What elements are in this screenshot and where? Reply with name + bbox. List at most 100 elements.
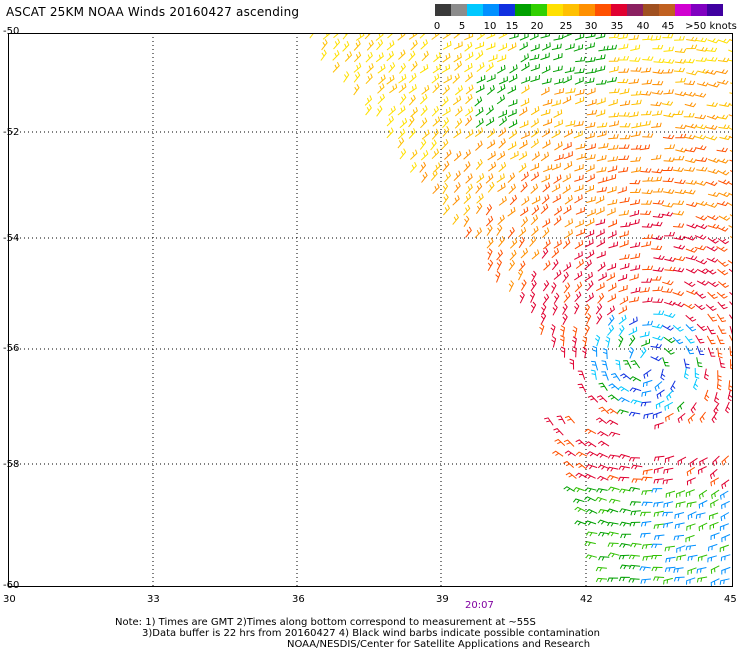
wind-barb [676, 545, 686, 553]
wind-barb [617, 78, 629, 84]
wind-barb [509, 194, 518, 206]
wind-barb [650, 35, 662, 41]
x-tick-label: 39 [436, 594, 449, 605]
wind-barb [619, 254, 630, 260]
wind-barb [673, 534, 685, 541]
wind-barb [353, 40, 361, 51]
legend-swatch [627, 4, 643, 16]
wind-barb [587, 395, 599, 403]
wind-barb [619, 296, 629, 305]
wind-barb [719, 135, 731, 141]
wind-barb [398, 83, 407, 93]
wind-barb [651, 543, 663, 549]
wind-barb [398, 49, 406, 60]
wind-barb [507, 206, 516, 217]
wind-barb [573, 487, 585, 493]
wind-barb [475, 106, 484, 117]
wind-barb [728, 114, 733, 117]
legend-swatch [579, 4, 595, 16]
wind-barb [507, 42, 517, 52]
wind-barb [662, 325, 674, 331]
wind-barb [652, 69, 664, 74]
wind-barb [463, 215, 470, 227]
wind-barb [710, 565, 720, 574]
wind-barb [705, 124, 718, 130]
wind-barb [652, 298, 664, 303]
wind-barb [640, 110, 652, 116]
legend-tick: 5 [458, 21, 466, 32]
wind-barb [509, 64, 518, 74]
wind-barb [607, 230, 617, 239]
y-tick-label: -52 [3, 127, 20, 138]
wind-barb [717, 268, 729, 276]
legend-swatch [467, 4, 483, 16]
wind-barb [518, 226, 527, 238]
wind-barb [651, 176, 663, 182]
wind-barb [540, 52, 550, 61]
wind-barb [464, 72, 473, 83]
wind-barb [454, 85, 463, 96]
wind-barb [531, 225, 539, 237]
legend-swatch [707, 4, 723, 16]
wind-barb [596, 79, 607, 85]
wind-barb [520, 131, 530, 140]
wind-barb [711, 489, 720, 500]
wind-barb [619, 122, 631, 128]
wind-barb [674, 58, 687, 64]
wind-barb [562, 313, 568, 326]
wind-barb [696, 567, 707, 574]
wind-barb [573, 130, 583, 139]
wind-barb [683, 113, 695, 118]
wind-barb [713, 402, 720, 415]
wind-barb [695, 335, 705, 344]
wind-barb [453, 182, 461, 193]
wind-barb [696, 81, 709, 87]
wind-barb [551, 183, 561, 193]
wind-barb [642, 379, 653, 388]
wind-barb [629, 218, 640, 226]
wind-barb [696, 345, 705, 355]
wind-barb [708, 82, 720, 88]
wind-barb [607, 577, 619, 582]
wind-barb [388, 105, 396, 116]
wind-barb [663, 467, 674, 474]
wind-barb [487, 151, 496, 161]
wind-barb [652, 213, 665, 219]
wind-barb [419, 64, 429, 74]
wind-barb [353, 62, 362, 73]
x-tick-label: 36 [292, 594, 305, 605]
wind-barb [619, 100, 631, 107]
wind-barb [375, 33, 384, 41]
wind-barb [575, 259, 584, 269]
wind-barb [684, 102, 697, 108]
wind-barb [664, 455, 675, 463]
wind-barb [607, 394, 619, 401]
wind-barb [641, 476, 653, 482]
wind-barb [442, 117, 450, 129]
wind-barb [607, 324, 615, 336]
wind-barb [705, 268, 717, 275]
wind-barb [420, 39, 428, 50]
wind-barb [652, 267, 664, 272]
legend-swatch [451, 4, 467, 16]
wind-barb [670, 380, 676, 393]
wind-barb [465, 84, 474, 95]
wind-barb [430, 139, 437, 151]
wind-barb [631, 478, 643, 483]
wind-barb [608, 98, 618, 107]
wind-barb [530, 162, 540, 172]
wind-barb [397, 128, 406, 140]
wind-barb [564, 194, 573, 205]
wind-barb [353, 84, 360, 96]
wind-barb [551, 162, 561, 171]
wind-barb [653, 510, 664, 517]
wind-barb [585, 508, 598, 515]
wind-barb [463, 149, 471, 160]
wind-barb [652, 411, 662, 420]
wind-barb [706, 215, 719, 221]
wind-barb [696, 576, 708, 583]
wind-barb [664, 566, 676, 573]
wind-barb [585, 56, 596, 63]
wind-barb [640, 532, 651, 538]
wind-barb [630, 156, 641, 162]
